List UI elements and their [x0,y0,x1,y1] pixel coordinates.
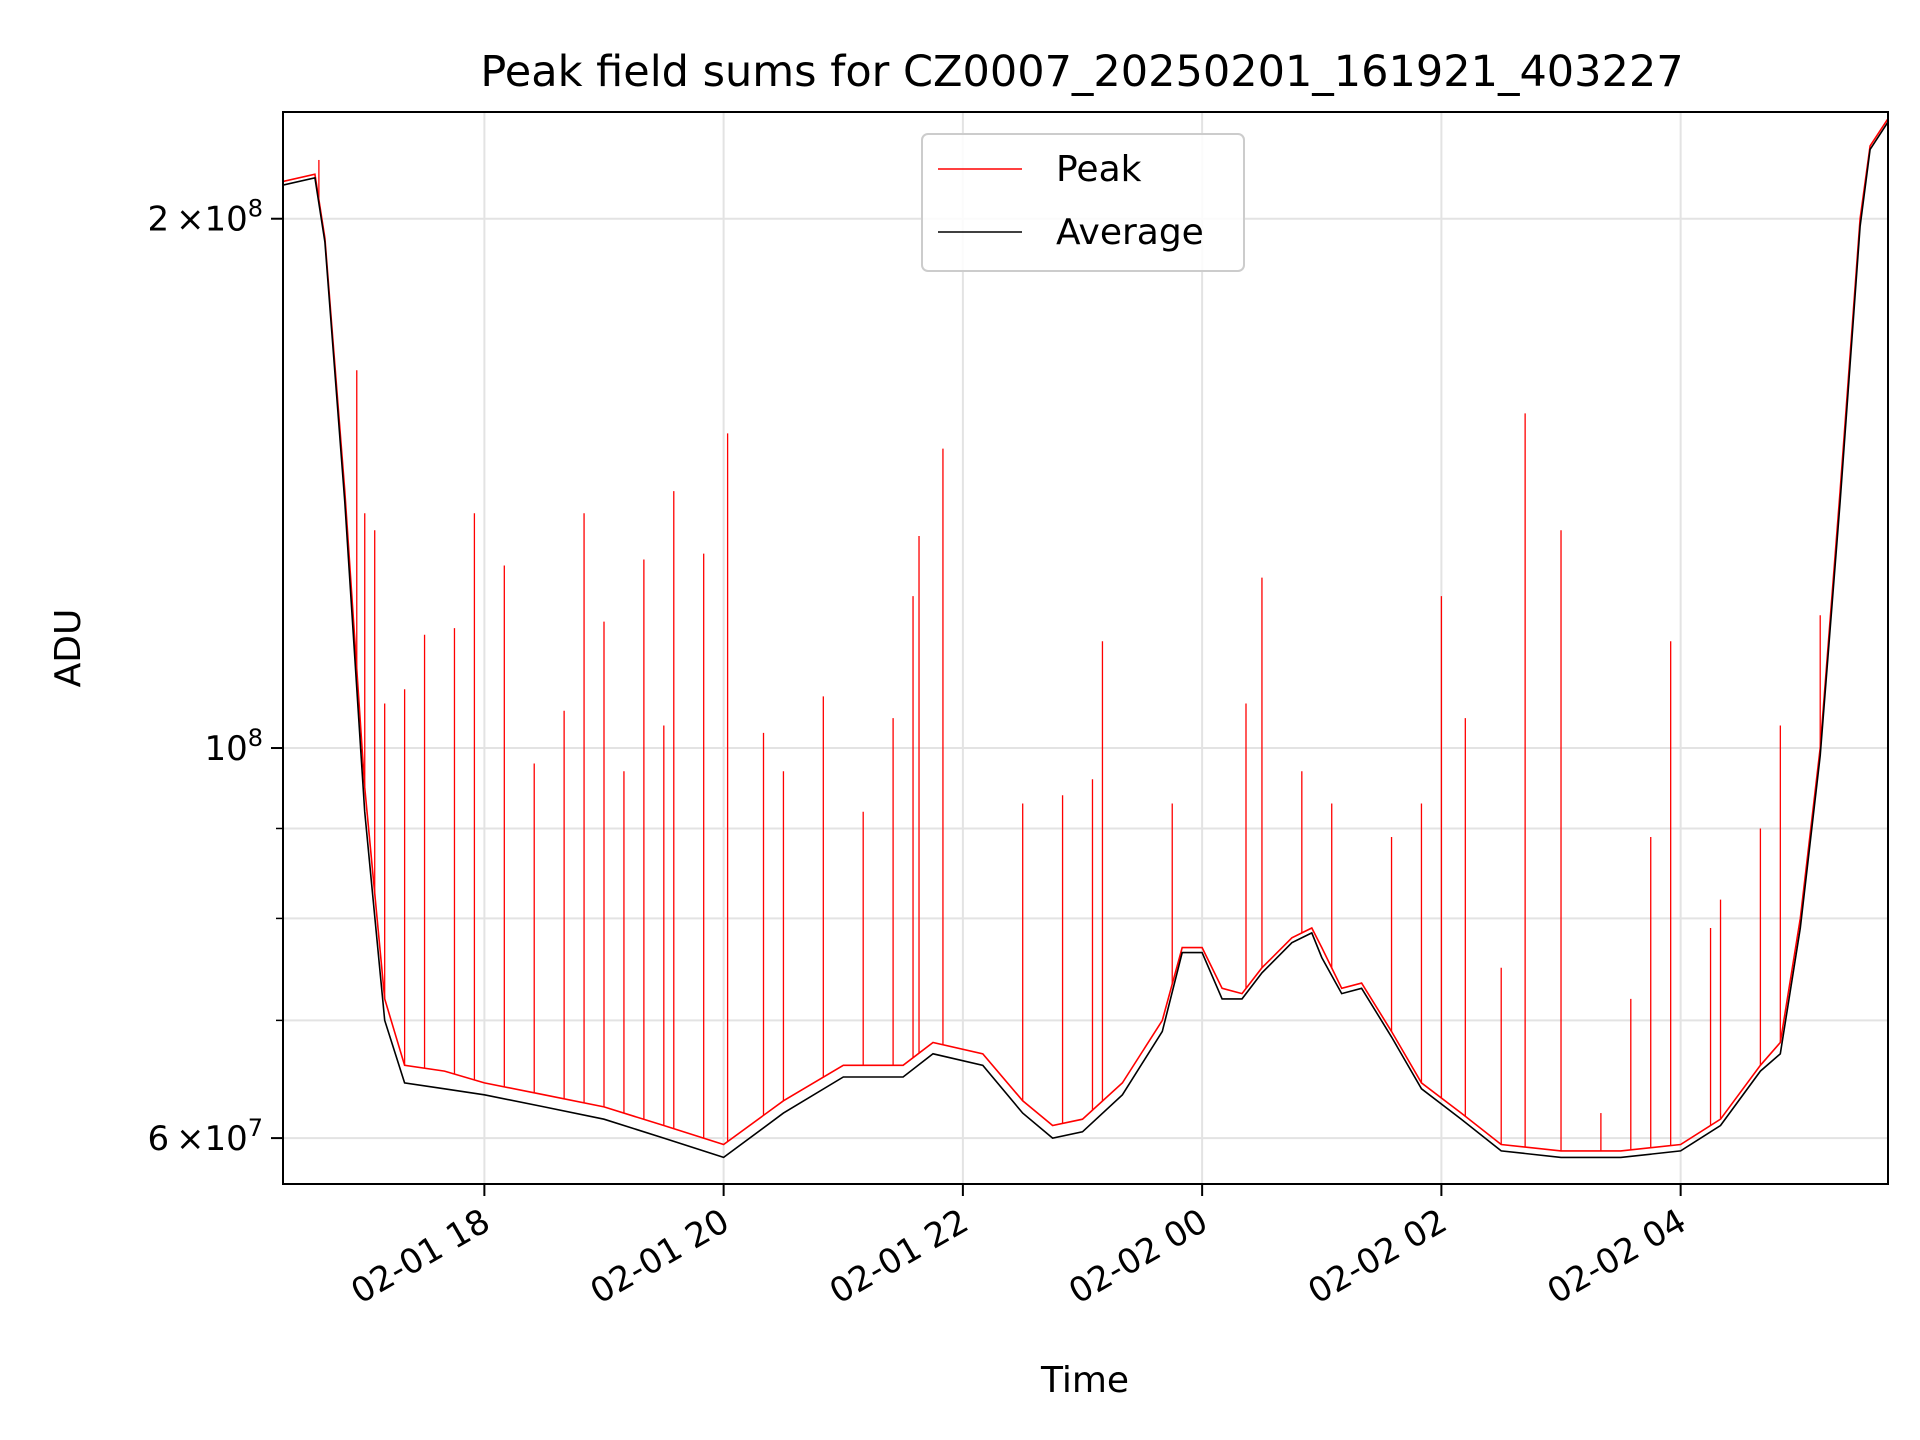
x-axis-title: Time [1040,1360,1129,1401]
grid-lines [283,112,1888,1184]
y-axis: 6 ×107 108 2 ×108 [148,195,283,1159]
series-line-average [283,121,1888,1159]
legend: Peak Average [921,133,1245,272]
chart-title: Peak field sums for CZ0007_20250201_1619… [480,47,1683,97]
y-tick-label: 2 ×108 [148,195,263,240]
series-layer [283,118,1888,1159]
plot-frame [282,111,1889,1185]
y-tick-label: 108 [204,724,263,769]
y-axis-title: ADU [48,609,89,688]
legend-label-peak: Peak [1056,149,1142,190]
y-tick-label: 6 ×107 [148,1114,263,1159]
legend-label-average: Average [1056,212,1204,253]
